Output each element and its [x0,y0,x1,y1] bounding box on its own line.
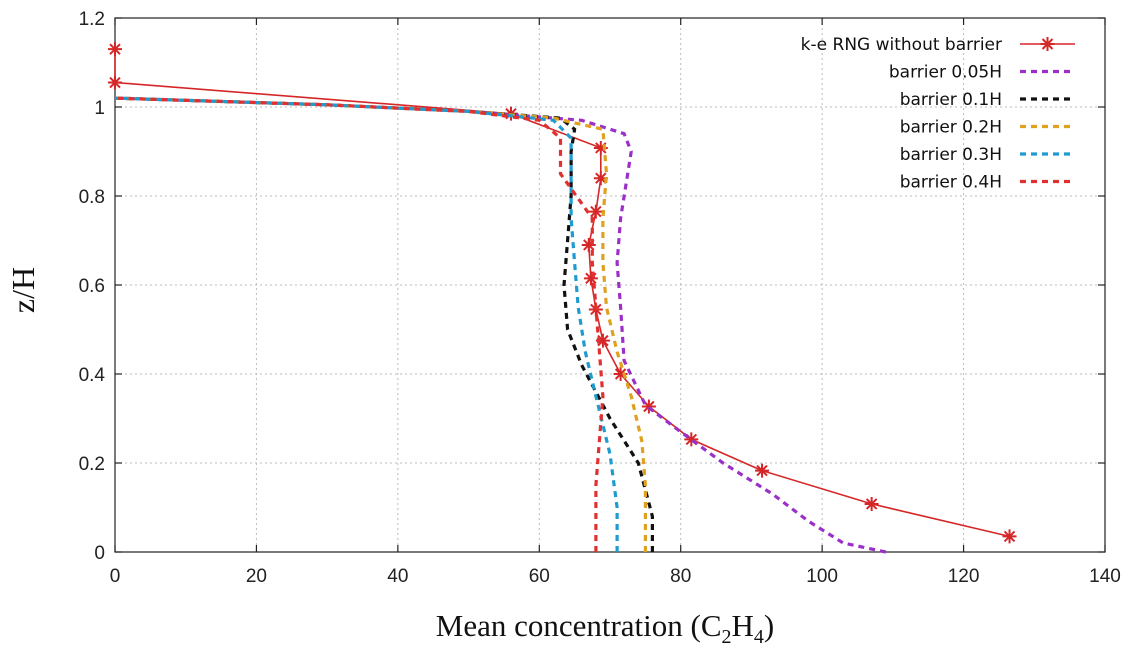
x-axis-title-subscript: 4 [754,626,764,648]
y-tick-label: 0.4 [79,365,106,386]
series-point-marker [588,204,603,219]
legend-label: barrier 0.1H [900,90,1002,110]
legend-marker [1040,37,1055,51]
series-group [108,42,1017,554]
x-tick-label: 80 [670,566,691,587]
series-point-marker [581,237,596,252]
legend-entry: barrier 0.3H [900,145,1075,165]
series-point-marker [641,399,656,414]
x-axis-title-part: Mean concentration (C [436,608,722,643]
legend-label: barrier 0.3H [900,145,1002,165]
y-tick-label: 0.2 [79,454,105,475]
legend-entry: k-e RNG without barrier [801,35,1075,55]
series-point-marker [108,42,122,57]
legend-entry: barrier 0.2H [900,118,1075,138]
legend-label: barrier 0.2H [900,118,1002,138]
legend-label: barrier 0.4H [900,173,1002,193]
y-tick-label: 0.8 [79,187,105,208]
y-tick-label: 1.2 [79,9,105,30]
x-axis-title-subscript: 2 [722,626,732,648]
x-tick-label: 20 [246,566,267,587]
y-tick-label: 1 [94,98,105,119]
x-tick-label: 0 [110,566,121,587]
axis-ticks: 0 20 40 60 80 100 120 140 0 0.2 0.4 0.6 0.8 1 1.2 [79,9,1121,587]
series-point-marker [613,367,628,381]
series-line [114,96,619,552]
legend: k-e RNG without barrier barrier 0.05H barr… [801,35,1075,193]
series-4 [114,96,619,552]
series-point-marker [684,432,699,447]
series-point-marker [593,171,608,186]
legend-entry: barrier 0.4H [900,173,1075,193]
legend-entry: barrier 0.05H [889,63,1075,83]
series-point-marker [593,140,608,155]
x-tick-label: 100 [806,566,838,587]
series-5 [114,96,605,552]
legend-entry: barrier 0.1H [900,90,1075,110]
series-line [114,96,605,552]
series-point-marker [583,271,598,286]
x-axis-title: Mean concentration (C2H4) [436,608,775,648]
legend-label: k-e RNG without barrier [801,35,1002,55]
x-axis-title-part: H [732,608,754,643]
y-tick-label: 0.6 [79,276,105,297]
series-point-marker [595,333,610,348]
series-point-marker [864,496,879,511]
x-tick-label: 120 [948,566,980,587]
series-point-marker [755,463,770,478]
x-tick-label: 40 [387,566,408,587]
x-axis-title-part: ) [764,608,774,643]
y-axis-title: z/H [5,267,41,313]
y-tick-label: 0 [94,543,105,564]
legend-label: barrier 0.05H [889,63,1002,83]
series-point-marker [108,75,122,90]
x-tick-label: 140 [1089,566,1121,587]
series-1 [114,96,887,554]
series-line [114,96,887,554]
series-point-marker [1002,529,1017,544]
x-tick-label: 60 [529,566,550,587]
